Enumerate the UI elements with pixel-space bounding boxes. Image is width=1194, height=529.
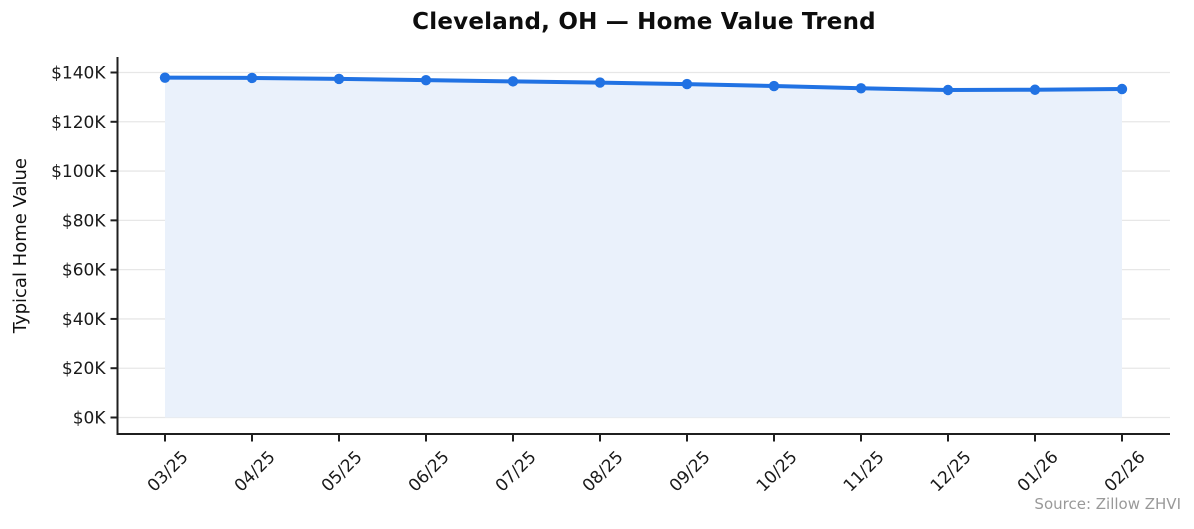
area-fill xyxy=(165,77,1122,418)
y-tick-label: $100K xyxy=(51,162,106,182)
data-point-marker xyxy=(507,76,519,87)
x-tick-label: 07/25 xyxy=(492,447,541,496)
x-tick-label: 10/25 xyxy=(753,447,802,496)
data-point-marker xyxy=(855,83,867,94)
x-tick-label: 02/26 xyxy=(1101,447,1150,496)
data-point-marker xyxy=(333,73,345,85)
y-tick-label: $20K xyxy=(62,359,106,379)
y-tick-label: $80K xyxy=(62,211,106,231)
x-tick-label: 01/26 xyxy=(1014,447,1063,496)
trend-line xyxy=(163,75,1124,92)
x-tick-label: 06/25 xyxy=(405,447,454,496)
data-point-marker xyxy=(594,77,606,88)
x-tick-label: 08/25 xyxy=(579,447,628,496)
axes-spines xyxy=(116,57,1170,435)
source-note: Source: Zillow ZHVI xyxy=(1034,495,1181,513)
y-tick-label: $60K xyxy=(62,261,106,281)
data-point-marker xyxy=(420,74,432,86)
data-point-marker xyxy=(768,80,780,92)
x-tick-label: 03/25 xyxy=(144,447,193,496)
y-tick-label: $40K xyxy=(62,310,106,330)
data-point-marker xyxy=(1116,83,1128,95)
data-point-marker xyxy=(942,84,954,96)
x-tick-label: 11/25 xyxy=(840,447,889,496)
data-point-marker xyxy=(681,78,693,90)
x-tick-label: 09/25 xyxy=(666,447,715,496)
y-tick-label: $0K xyxy=(73,409,107,429)
x-tick-label: 05/25 xyxy=(318,447,367,496)
y-tick-label: $120K xyxy=(51,113,106,133)
data-point-marker xyxy=(246,72,258,84)
x-tick-label: 04/25 xyxy=(231,447,280,496)
data-point-marker xyxy=(1029,84,1041,95)
chart-title: Cleveland, OH — Home Value Trend xyxy=(412,9,876,35)
data-point-marker xyxy=(159,72,171,83)
x-tick-label: 12/25 xyxy=(927,447,976,496)
y-tick-label: $140K xyxy=(51,64,106,84)
